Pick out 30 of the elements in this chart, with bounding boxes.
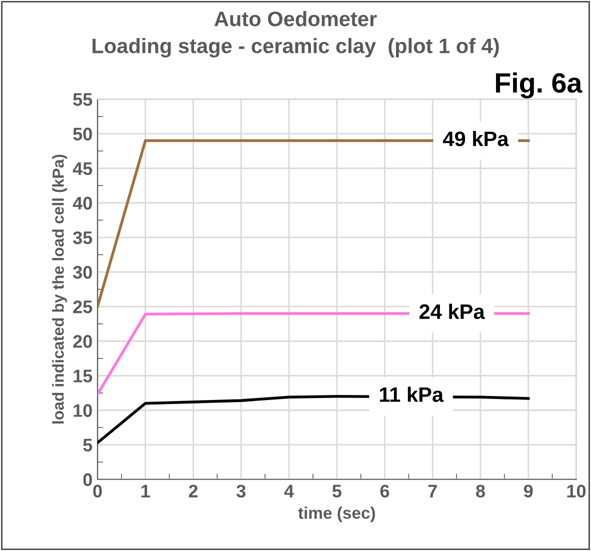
y-tick-label: 55 (73, 93, 92, 106)
x-tick-label: 3 (236, 484, 246, 498)
x-tick-label: 1 (142, 484, 150, 498)
y-axis-title: load indicated by the load cell (kPa) (52, 154, 68, 424)
y-tick-label: 40 (72, 196, 92, 210)
annotation: 49 kPa (443, 130, 509, 146)
annotation: 24 kPa (419, 304, 485, 320)
x-tick-label: 10 (567, 484, 586, 498)
y-tick-label: 5 (83, 438, 92, 452)
caption: Fig. 6a (496, 72, 582, 98)
x-tick-label: 7 (428, 484, 437, 498)
y-tick-label: 0 (83, 473, 92, 486)
x-tick-label: 6 (380, 484, 390, 498)
y-tick-label: 35 (72, 231, 92, 244)
x-tick-label: 9 (524, 484, 533, 498)
y-tick-label: 10 (74, 404, 92, 417)
x-tick-label: 2 (188, 484, 198, 498)
x-tick-label: 8 (476, 484, 485, 498)
y-tick-label: 45 (72, 162, 92, 176)
y-tick-label: 50 (73, 128, 92, 140)
y-tick-label: 25 (73, 300, 92, 314)
y-tick-label: 20 (73, 335, 92, 348)
x-tick-label: 0 (93, 484, 102, 498)
annotation: 11 kPa (380, 386, 444, 402)
y-tick-label: 15 (74, 370, 92, 382)
chart-title: Auto Oedometer Loading stage - ceramic clay (plot 1 of 4) (92, 11, 499, 58)
x-tick-label: 4 (284, 484, 294, 498)
x-axis-title: time (sec) (298, 506, 375, 522)
y-tick-label: 30 (72, 266, 92, 279)
x-tick-label: 5 (332, 484, 342, 498)
